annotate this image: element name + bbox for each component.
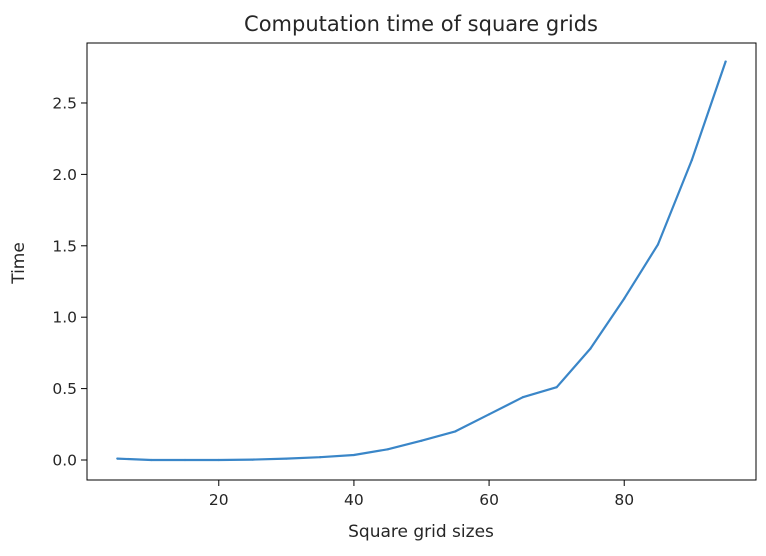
y-tick-label: 0.0 (52, 452, 77, 470)
data-point (589, 347, 592, 350)
ticks: 20 40 60 80 0.0 0.5 1.0 1.5 2.0 2.5 (52, 94, 634, 509)
x-tick-label: 60 (479, 491, 499, 509)
data-point (555, 386, 558, 389)
y-tick-label: 2.0 (52, 166, 77, 184)
data-point (285, 457, 288, 460)
plot-frame (86, 42, 757, 481)
data-point (690, 159, 693, 162)
plot-background (87, 43, 756, 480)
data-point (183, 458, 187, 462)
data-point (217, 458, 220, 462)
x-tick-label: 80 (614, 491, 634, 509)
y-tick-label: 1.5 (52, 237, 77, 255)
data-point (150, 458, 153, 462)
data-point (251, 458, 254, 461)
data-point (420, 439, 423, 442)
y-tick-label: 0.5 (52, 380, 77, 398)
x-axis-label: Square grid sizes (348, 522, 494, 542)
data-point (386, 448, 389, 451)
chart-title: Computation time of square grids (244, 12, 598, 36)
data-point (319, 456, 322, 459)
data-point (116, 457, 119, 460)
plot-area: 20 40 60 80 0.0 0.5 1.0 1.5 2.0 2.5 (52, 42, 757, 509)
data-point (454, 430, 457, 433)
y-axis-label: Time (9, 242, 29, 285)
data-point (521, 396, 524, 399)
y-tick-label: 1.0 (52, 309, 77, 327)
series-layer (116, 60, 727, 462)
data-point (724, 60, 727, 63)
x-tick-label: 40 (344, 491, 364, 509)
data-point (352, 453, 356, 457)
data-point (656, 243, 660, 246)
data-point (623, 297, 626, 300)
y-tick-label: 2.5 (52, 94, 77, 112)
data-point (487, 413, 491, 416)
x-tick-label: 20 (209, 491, 229, 509)
